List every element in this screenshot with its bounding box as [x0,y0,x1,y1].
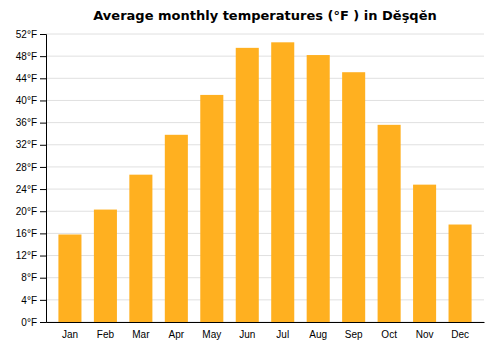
y-tick-label: 4°F [21,295,37,306]
y-tick-label: 40°F [16,95,37,106]
x-tick: Feb [97,329,115,340]
y-tick-label: 44°F [16,73,37,84]
y-tick-label: 32°F [16,139,37,150]
grid-line [46,166,484,167]
y-tick-label: 8°F [21,272,37,283]
y-tick: 44°F [16,73,46,84]
x-tick: Sep [345,329,363,340]
bar [271,42,294,322]
y-tick: 12°F [16,250,46,261]
bar [449,225,472,322]
grid-line [46,100,484,101]
bar [58,234,81,322]
x-tick-label: Nov [416,329,434,340]
x-tick-label: Jul [276,329,289,340]
x-tick: Jul [276,329,289,340]
y-tick: 0°F [21,317,46,328]
x-tick-label: Sep [345,329,363,340]
x-tick: Jan [62,329,78,340]
x-tick-label: Jun [239,329,255,340]
bar [342,72,365,322]
y-axis: 0°F 4°F 8°F 12°F 16°F 20°F 24°F 28°F 32°F 36°F 40°… [16,29,47,328]
bar [165,135,188,322]
x-axis-line [47,322,485,323]
y-tick: 24°F [16,184,46,195]
x-tick: Apr [169,329,185,340]
bar [129,175,152,322]
bar [236,48,259,322]
y-tick-mark [40,34,46,35]
bars [58,42,471,322]
y-tick-mark [40,167,46,168]
chart-svg: 0°F 4°F 8°F 12°F 16°F 20°F 24°F 28°F 32°F 36°F 40°… [0,0,500,350]
y-axis-line [40,35,47,323]
y-tick-label: 52°F [16,29,37,40]
y-tick-label: 36°F [16,117,37,128]
x-tick-label: Oct [381,329,397,340]
y-tick: 8°F [21,272,46,283]
bar [307,55,330,322]
y-tick-label: 20°F [16,206,37,217]
x-tick-label: Dec [451,329,469,340]
y-tick-label: 28°F [16,162,37,173]
y-tick-label: 16°F [16,228,37,239]
chart-container: 0°F 4°F 8°F 12°F 16°F 20°F 24°F 28°F 32°F 36°F 40°… [0,0,500,350]
y-tick: 32°F [16,139,46,150]
y-tick: 48°F [16,51,46,62]
y-tick-mark [40,189,46,190]
bar [200,95,223,322]
grid [46,34,484,322]
y-tick: 52°F [16,29,46,40]
y-tick: 4°F [21,295,46,306]
grid-line [46,56,484,57]
grid-line [46,122,484,123]
y-tick: 20°F [16,206,46,217]
y-tick-mark [40,256,46,257]
y-tick: 36°F [16,117,46,128]
grid-line [46,34,484,35]
y-tick-mark [40,300,46,301]
y-tick-label: 24°F [16,184,37,195]
x-tick-label: May [202,329,221,340]
plot-area: 0°F 4°F 8°F 12°F 16°F 20°F 24°F 28°F 32°F 36°F 40°… [16,29,485,340]
y-tick-mark [40,56,46,57]
y-tick-mark [40,78,46,79]
x-tick: Nov [416,329,434,340]
x-tick: Jun [239,329,255,340]
x-tick: Oct [381,329,397,340]
y-tick: 16°F [16,228,46,239]
x-tick-label: Feb [97,329,115,340]
x-tick: Mar [132,329,150,340]
y-tick-mark [40,145,46,146]
x-tick: May [202,329,221,340]
y-tick-mark [40,278,46,279]
y-tick-mark [40,100,46,101]
x-tick-label: Mar [132,329,150,340]
y-tick-mark [40,211,46,212]
x-tick-label: Jan [62,329,78,340]
x-tick: Dec [451,329,469,340]
y-tick-label: 0°F [21,317,37,328]
chart-title: Average monthly temperatures (°F ) in Dĕ… [93,8,437,23]
y-tick-mark [40,123,46,124]
bar [94,210,117,322]
y-tick-mark [40,322,46,323]
y-tick-mark [40,233,46,234]
y-tick-label: 12°F [16,250,37,261]
y-tick: 28°F [16,162,46,173]
grid-line [46,78,484,79]
x-tick: Aug [309,329,327,340]
bar [413,185,436,322]
y-tick: 40°F [16,95,46,106]
bar [378,125,401,322]
x-tick-label: Apr [169,329,185,340]
grid-line [46,144,484,145]
x-tick-label: Aug [309,329,327,340]
y-tick-label: 48°F [16,51,37,62]
x-axis: Jan Feb Mar Apr May Jun Jul Aug Sep Oct Nov Dec [47,323,485,341]
